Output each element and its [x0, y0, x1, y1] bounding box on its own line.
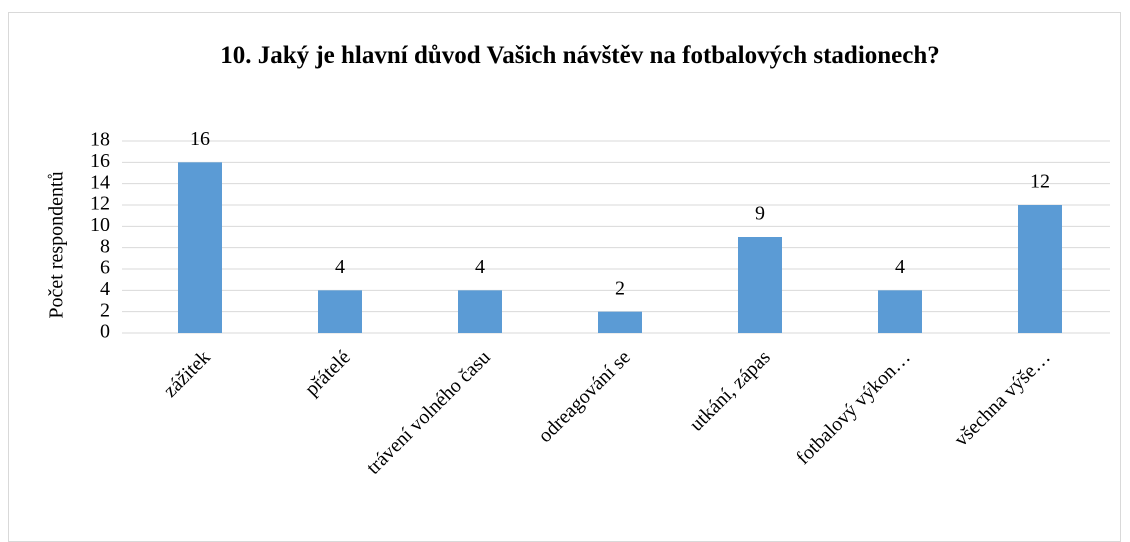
data-label: 4 [335, 256, 345, 278]
y-tick-label: 6 [100, 257, 110, 279]
y-tick-label: 12 [90, 193, 110, 215]
data-label: 12 [1030, 171, 1050, 193]
y-tick-label: 16 [90, 150, 110, 172]
data-label: 16 [190, 128, 210, 150]
bar [598, 311, 642, 333]
data-label: 2 [615, 277, 625, 299]
y-tick-label: 10 [90, 214, 110, 236]
x-tick-label: zážitek [159, 346, 215, 402]
bar [738, 237, 782, 333]
x-tick-label: všechna výše… [950, 346, 1055, 451]
bar [318, 290, 362, 333]
data-label: 4 [895, 256, 905, 278]
bar [178, 162, 222, 333]
y-tick-label: 18 [90, 129, 110, 151]
bar [1018, 205, 1062, 333]
y-tick-label: 14 [90, 171, 110, 193]
y-tick-label: 4 [100, 278, 110, 300]
y-axis-label: Počet respondentů [46, 171, 68, 318]
chart-title: 10. Jaký je hlavní důvod Vašich návštěv … [220, 42, 940, 69]
y-tick-label: 8 [100, 235, 110, 257]
data-label: 9 [755, 203, 765, 225]
x-tick-label: fotbalový výkon… [792, 346, 915, 469]
bar [458, 290, 502, 333]
x-tick-label: přátelé [301, 346, 355, 400]
y-tick-label: 2 [100, 299, 110, 321]
x-tick-label: trávení volného času [362, 346, 495, 479]
bar [878, 290, 922, 333]
y-tick-label: 0 [100, 321, 110, 343]
data-label: 4 [475, 256, 485, 278]
x-tick-label: utkání, zápas [685, 346, 775, 436]
x-tick-label: odreagování se [534, 346, 635, 447]
